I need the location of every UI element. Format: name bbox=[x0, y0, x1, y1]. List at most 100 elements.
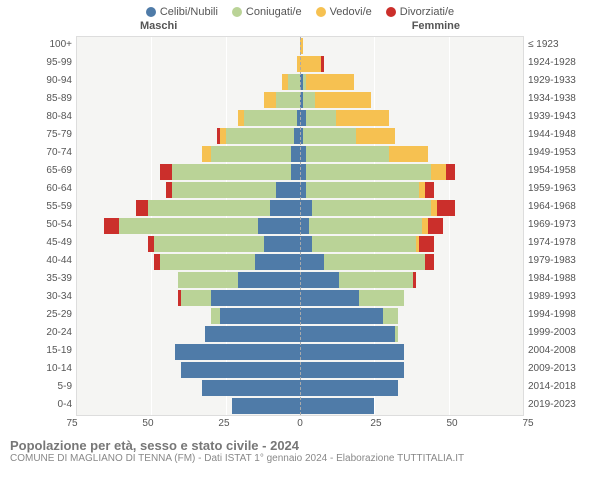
birth-tick: 1934-1938 bbox=[528, 90, 584, 108]
bar-segment bbox=[104, 218, 119, 234]
birth-tick: 2014-2018 bbox=[528, 378, 584, 396]
birth-tick: 1999-2003 bbox=[528, 324, 584, 342]
birth-tick: 1979-1983 bbox=[528, 252, 584, 270]
bar-segment bbox=[148, 200, 270, 216]
x-tick: 25 bbox=[370, 418, 381, 429]
female-bar bbox=[300, 380, 523, 396]
birth-tick: 1989-1993 bbox=[528, 288, 584, 306]
female-bar bbox=[300, 200, 523, 216]
bar-segment bbox=[300, 56, 321, 72]
bar-segment bbox=[175, 344, 300, 360]
age-tick: 15-19 bbox=[16, 342, 72, 360]
birth-axis: ≤ 19231924-19281929-19331934-19381939-19… bbox=[524, 36, 584, 416]
bar-segment bbox=[288, 74, 300, 90]
bar-segment bbox=[291, 164, 300, 180]
bar-segment bbox=[300, 398, 374, 414]
legend-label: Vedovi/e bbox=[330, 6, 372, 18]
birth-tick: 1939-1943 bbox=[528, 108, 584, 126]
male-bar bbox=[77, 398, 300, 414]
x-tick: 50 bbox=[142, 418, 153, 429]
bar-segment bbox=[306, 182, 419, 198]
birth-tick: 1944-1948 bbox=[528, 126, 584, 144]
female-bar bbox=[300, 182, 523, 198]
chart-subtitle: COMUNE DI MAGLIANO DI TENNA (FM) - Dati … bbox=[10, 453, 590, 464]
bar-segment bbox=[244, 110, 298, 126]
legend-label: Divorziati/e bbox=[400, 6, 454, 18]
bar-segment bbox=[160, 164, 172, 180]
male-bar bbox=[77, 182, 300, 198]
male-bar bbox=[77, 218, 300, 234]
female-bar bbox=[300, 290, 523, 306]
bar-segment bbox=[300, 272, 339, 288]
female-bar bbox=[300, 218, 523, 234]
bar-segment bbox=[300, 380, 398, 396]
male-bar bbox=[77, 290, 300, 306]
birth-tick: 1954-1958 bbox=[528, 162, 584, 180]
female-bar bbox=[300, 110, 523, 126]
male-bar bbox=[77, 254, 300, 270]
birth-tick: 1994-1998 bbox=[528, 306, 584, 324]
legend-label: Celibi/Nubili bbox=[160, 6, 218, 18]
female-bar bbox=[300, 146, 523, 162]
bar-segment bbox=[205, 326, 300, 342]
bar-segment bbox=[300, 200, 312, 216]
male-bar bbox=[77, 56, 300, 72]
male-bar bbox=[77, 344, 300, 360]
legend-item: Vedovi/e bbox=[316, 6, 372, 18]
male-bar bbox=[77, 146, 300, 162]
bar-segment bbox=[264, 236, 300, 252]
bar-segment bbox=[300, 326, 395, 342]
female-bar bbox=[300, 164, 523, 180]
age-tick: 65-69 bbox=[16, 162, 72, 180]
bar-segment bbox=[300, 362, 404, 378]
bar-segment bbox=[383, 308, 398, 324]
male-bar bbox=[77, 308, 300, 324]
age-tick: 55-59 bbox=[16, 198, 72, 216]
chart-title: Popolazione per età, sesso e stato civil… bbox=[10, 438, 590, 453]
male-bar bbox=[77, 110, 300, 126]
age-tick: 30-34 bbox=[16, 288, 72, 306]
male-bar bbox=[77, 92, 300, 108]
x-tick: 0 bbox=[297, 418, 303, 429]
birth-tick: 1964-1968 bbox=[528, 198, 584, 216]
birth-tick: 1984-1988 bbox=[528, 270, 584, 288]
bar-segment bbox=[306, 110, 336, 126]
bar-segment bbox=[413, 272, 416, 288]
bar-segment bbox=[425, 182, 434, 198]
bar-segment bbox=[270, 200, 300, 216]
bar-segment bbox=[211, 290, 300, 306]
birth-tick: 1949-1953 bbox=[528, 144, 584, 162]
gender-header: Maschi Femmine bbox=[0, 20, 600, 36]
bar-segment bbox=[389, 146, 428, 162]
bar-segment bbox=[306, 74, 354, 90]
bar-segment bbox=[276, 92, 300, 108]
bar-segment bbox=[312, 236, 416, 252]
legend-label: Coniugati/e bbox=[246, 6, 302, 18]
female-bar bbox=[300, 128, 523, 144]
age-tick: 45-49 bbox=[16, 234, 72, 252]
bar-segment bbox=[395, 326, 398, 342]
female-bar bbox=[300, 74, 523, 90]
x-axis: 7550250255075 bbox=[12, 416, 588, 434]
birth-tick: 1929-1933 bbox=[528, 72, 584, 90]
female-bar bbox=[300, 398, 523, 414]
female-label: Femmine bbox=[412, 20, 460, 32]
age-tick: 5-9 bbox=[16, 378, 72, 396]
male-bar bbox=[77, 164, 300, 180]
y-axis-label-left: Fasce di età bbox=[0, 235, 2, 295]
bar-segment bbox=[309, 218, 422, 234]
age-tick: 25-29 bbox=[16, 306, 72, 324]
birth-tick: 2019-2023 bbox=[528, 396, 584, 414]
birth-tick: 2004-2008 bbox=[528, 342, 584, 360]
bar-segment bbox=[321, 56, 324, 72]
x-tick: 75 bbox=[522, 418, 533, 429]
bar-segment bbox=[238, 272, 300, 288]
plot-area bbox=[76, 36, 524, 416]
bar-segment bbox=[119, 218, 259, 234]
bar-segment bbox=[300, 344, 404, 360]
bar-segment bbox=[264, 92, 276, 108]
birth-tick: ≤ 1923 bbox=[528, 36, 584, 54]
bar-segment bbox=[303, 128, 357, 144]
age-tick: 0-4 bbox=[16, 396, 72, 414]
legend-item: Celibi/Nubili bbox=[146, 6, 218, 18]
